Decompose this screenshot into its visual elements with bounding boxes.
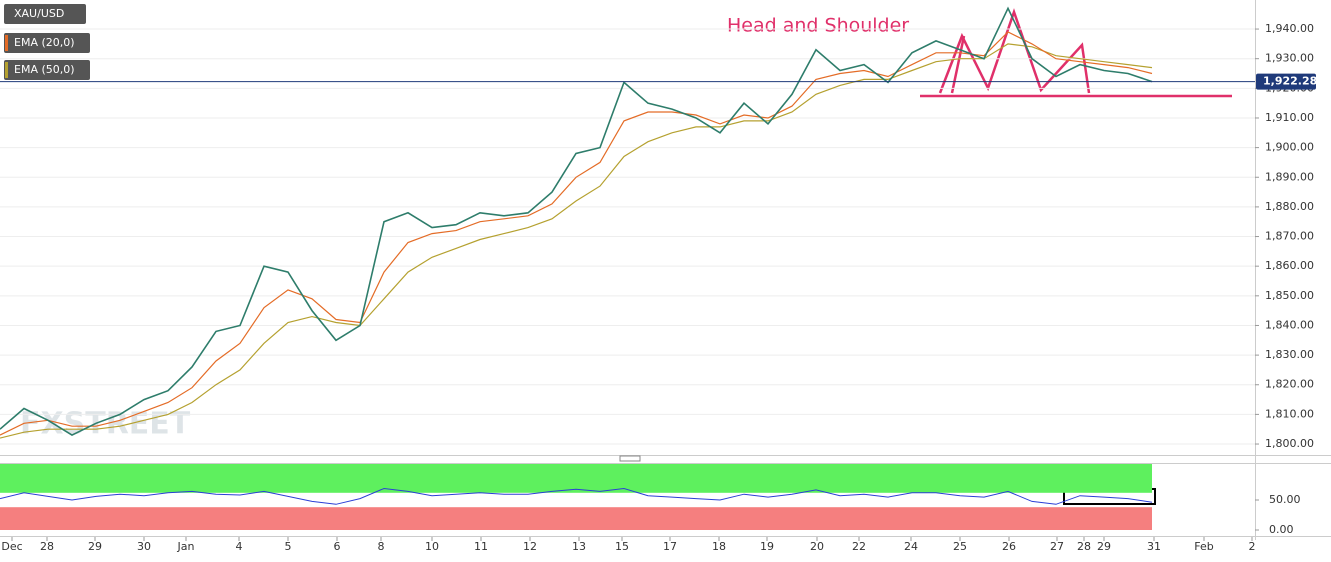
x-tick-label: 30 — [137, 540, 151, 553]
x-tick-label: Jan — [177, 540, 195, 553]
pattern-zigzag — [938, 8, 1091, 94]
y-tick-label: 1,910.00 — [1265, 111, 1314, 124]
ema-line — [0, 31, 1153, 436]
y-tick-label: 1,900.00 — [1265, 141, 1314, 154]
x-tick-label: 29 — [1097, 540, 1111, 553]
x-tick-label: 24 — [904, 540, 918, 553]
x-tick-label: 31 — [1147, 540, 1161, 553]
x-tick-label: 2 — [1249, 540, 1256, 553]
x-tick-label: 15 — [615, 540, 629, 553]
y-tick-label: 1,860.00 — [1265, 259, 1314, 272]
current-price-label: 1,922.28 — [1263, 75, 1317, 88]
x-tick-label: 19 — [760, 540, 774, 553]
x-tick-label: 26 — [1002, 540, 1016, 553]
legend-box — [4, 60, 90, 80]
y-tick-label: 1,800.00 — [1265, 437, 1314, 450]
x-tick-label: 17 — [663, 540, 677, 553]
x-tick-label: 28 — [1077, 540, 1091, 553]
y-tick-label: 1,840.00 — [1265, 318, 1314, 331]
x-tick-label: 20 — [810, 540, 824, 553]
price-line — [0, 6, 1153, 437]
rsi-overbought-zone — [0, 464, 1152, 493]
x-tick-label: 6 — [334, 540, 341, 553]
rsi-y-tick-label: 0.00 — [1269, 523, 1294, 536]
x-tick-label: 13 — [572, 540, 586, 553]
y-tick-label: 1,930.00 — [1265, 52, 1314, 65]
legend-box — [4, 33, 90, 53]
y-tick-label: 1,820.00 — [1265, 378, 1314, 391]
ema-line — [0, 43, 1153, 439]
legend-label: EMA (50,0) — [14, 63, 75, 76]
x-tick-label: 8 — [378, 540, 385, 553]
x-tick-label: 5 — [285, 540, 292, 553]
x-tick-label: 4 — [236, 540, 243, 553]
x-tick-label: 29 — [88, 540, 102, 553]
rsi-line — [0, 487, 1153, 505]
annotation: Head and Shoulder — [727, 15, 909, 37]
x-tick-label: 11 — [474, 540, 488, 553]
y-tick-label: 1,850.00 — [1265, 289, 1314, 302]
current-price-tag — [1256, 73, 1316, 90]
rsi-oversold-zone — [0, 507, 1152, 530]
rsi-y-tick-label: 50.00 — [1269, 493, 1301, 506]
legend-box — [4, 4, 86, 24]
pane-handle — [619, 455, 641, 462]
x-tick-label: Dec — [1, 540, 22, 553]
y-tick-label: 1,810.00 — [1265, 407, 1314, 420]
legend-swatch — [5, 35, 8, 51]
y-tick-label: 1,870.00 — [1265, 230, 1314, 243]
x-tick-label: Feb — [1194, 540, 1213, 553]
x-tick-label: 22 — [852, 540, 866, 553]
x-tick-label: 28 — [40, 540, 54, 553]
legend-swatch — [5, 62, 8, 78]
x-tick-label: 10 — [425, 540, 439, 553]
pattern-stroke — [950, 35, 966, 94]
x-tick-label: 18 — [712, 540, 726, 553]
x-tick-label: 25 — [953, 540, 967, 553]
y-tick-label: 1,940.00 — [1265, 22, 1314, 35]
legend-label: EMA (20,0) — [14, 36, 75, 49]
legend-label: XAU/USD — [14, 7, 64, 20]
y-tick-label: 1,890.00 — [1265, 170, 1314, 183]
x-tick-label: 27 — [1050, 540, 1064, 553]
y-tick-label: 1,880.00 — [1265, 200, 1314, 213]
x-tick-label: 12 — [523, 540, 537, 553]
y-tick-label: 1,830.00 — [1265, 348, 1314, 361]
